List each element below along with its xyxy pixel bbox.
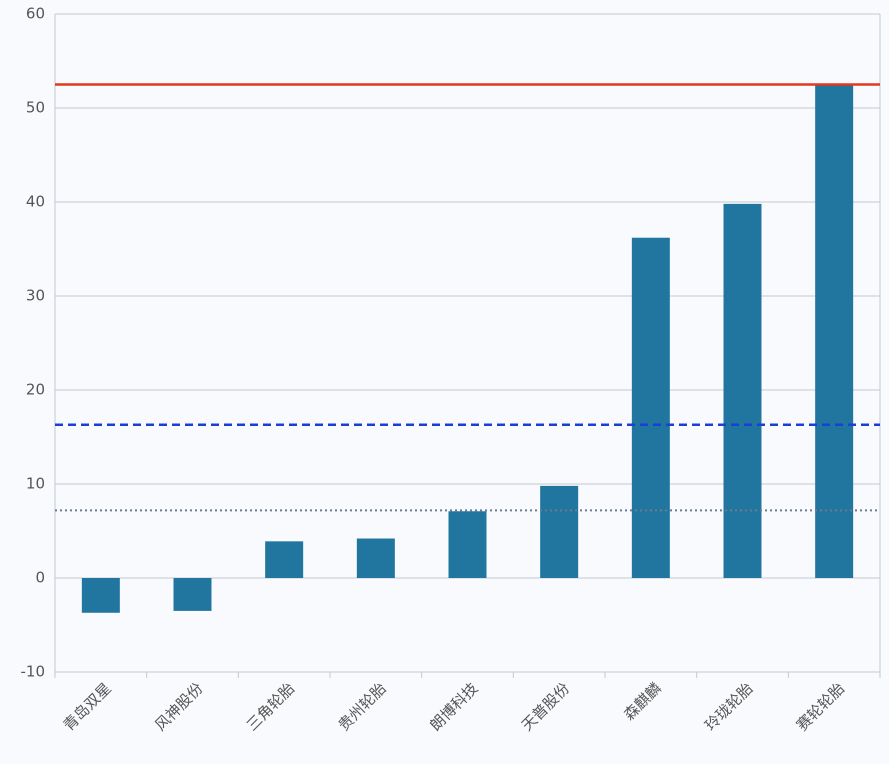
bar: [815, 84, 854, 578]
x-tick-label: 天普股份: [518, 679, 573, 734]
x-tick-label: 森麒麟: [620, 679, 665, 724]
bar: [173, 578, 212, 611]
y-tick-label: 20: [26, 381, 45, 399]
x-tick-label: 青岛双星: [60, 679, 115, 734]
bar: [81, 578, 120, 613]
y-tick-label: 30: [26, 287, 45, 305]
y-tick-label: 60: [26, 5, 45, 23]
y-tick-label: 40: [26, 193, 45, 211]
y-tick-label: 0: [35, 569, 45, 587]
x-tick-label: 玲珑轮胎: [701, 679, 756, 734]
x-tick-label: 朗博科技: [426, 679, 481, 734]
bar: [356, 538, 395, 578]
x-tick-label: 三角轮胎: [243, 679, 298, 734]
bar: [631, 237, 670, 578]
bar: [448, 511, 487, 578]
bar: [723, 203, 762, 578]
bar: [265, 541, 304, 578]
y-tick-label: -10: [21, 663, 46, 681]
x-tick-label: 赛轮轮胎: [793, 679, 848, 734]
x-tick-label: 风神股份: [151, 679, 206, 734]
x-tick-label: 贵州轮胎: [335, 679, 390, 734]
y-tick-label: 10: [26, 475, 45, 493]
y-tick-label: 50: [26, 99, 45, 117]
bar: [540, 485, 579, 578]
